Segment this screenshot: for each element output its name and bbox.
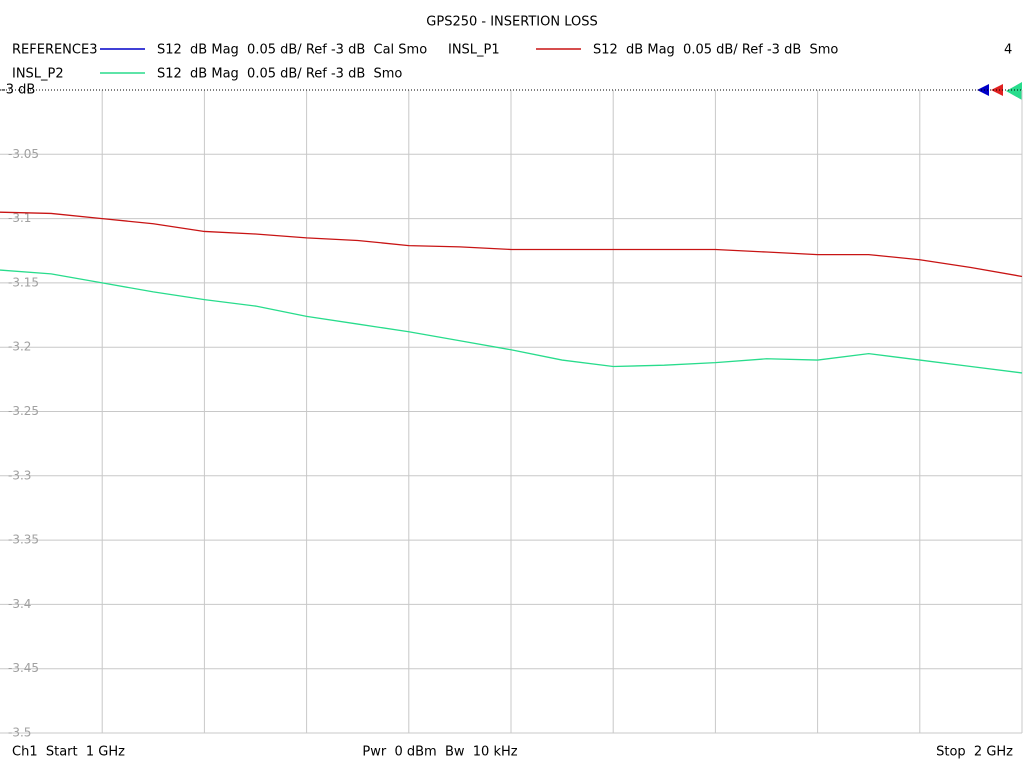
footer-right: Stop 2 GHz [936,745,1013,760]
y-tick-label: -3.3 [8,468,31,482]
legend-description: S12 dB Mag 0.05 dB/ Ref -3 dB Smo [157,67,402,82]
marker-arrow [977,84,989,96]
legend-name: REFERENCE3 [12,43,97,58]
trace-line [0,211,1023,278]
trace-line [0,269,1023,374]
y-tick-label: -3.15 [8,275,39,289]
y-tick-label: -3.35 [8,533,39,547]
y-tick-label: -3.2 [8,340,31,354]
legend-name: INSL_P1 [448,43,500,58]
y-tick-label: -3.4 [8,597,31,611]
footer-center: Pwr 0 dBm Bw 10 kHz [362,745,517,760]
corner-text: 4 [1004,43,1012,58]
y-tick-label: -3.5 [8,726,31,740]
y-tick-label: -3.45 [8,661,39,675]
y-tick-label: -3 dB [1,83,35,98]
legend-description: S12 dB Mag 0.05 dB/ Ref -3 dB Smo [593,43,838,58]
legend-description: S12 dB Mag 0.05 dB/ Ref -3 dB Cal Smo [157,43,427,58]
y-tick-label: -3.05 [8,147,39,161]
legend-name: INSL_P2 [12,67,64,82]
y-tick-label: -3.25 [8,404,39,418]
marker-arrow [1006,82,1022,100]
footer-left: Ch1 Start 1 GHz [12,745,125,760]
y-tick-label: -3.1 [8,211,31,225]
chart-title: GPS250 - INSERTION LOSS [426,15,597,30]
